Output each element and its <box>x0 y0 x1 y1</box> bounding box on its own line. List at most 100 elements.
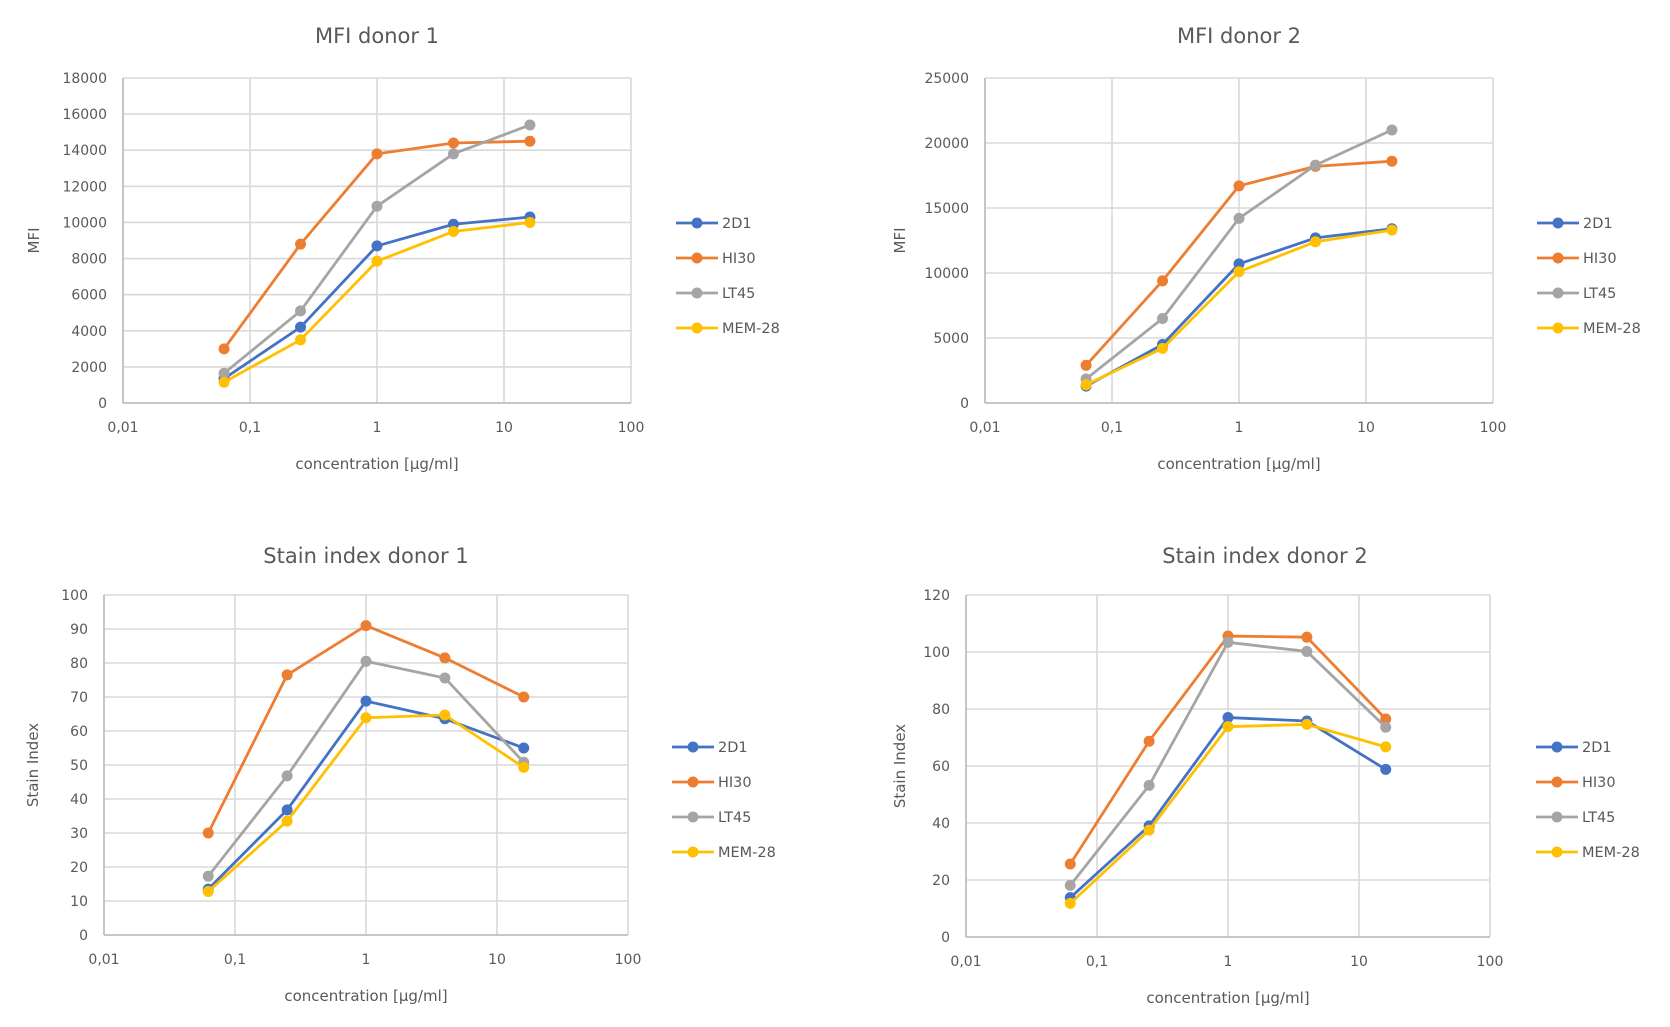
x-tick-label: 1 <box>1235 420 1244 436</box>
y-tick-label: 0 <box>941 930 950 946</box>
y-tick-label: 60 <box>932 759 950 775</box>
legend-marker-icon <box>691 322 703 334</box>
series-mem-28 <box>218 216 536 388</box>
data-point <box>360 620 372 632</box>
legend-marker-icon <box>687 811 699 823</box>
legend-item: MEM-28 <box>676 321 780 337</box>
y-tick-label: 10 <box>70 894 88 910</box>
y-tick-label: 80 <box>70 656 88 672</box>
x-tick-label: 0,01 <box>88 952 119 968</box>
legend-item: LT45 <box>1536 810 1615 826</box>
y-tick-label: 20 <box>932 873 950 889</box>
y-tick-label: 70 <box>70 690 88 706</box>
data-point <box>371 255 383 267</box>
legend-marker-icon <box>1552 217 1564 229</box>
data-point <box>1222 721 1234 733</box>
series-mem-28 <box>1064 718 1392 909</box>
data-point <box>1380 713 1392 725</box>
legend-item: 2D1 <box>676 216 752 232</box>
legend-label: HI30 <box>1583 251 1617 267</box>
x-tick-label: 1 <box>373 420 382 436</box>
x-tick-label: 100 <box>1477 954 1504 970</box>
y-tick-label: 0 <box>960 396 969 412</box>
data-point <box>1233 258 1245 270</box>
chart-title: MFI donor 1 <box>315 24 439 48</box>
legend-label: MEM-28 <box>1583 321 1641 337</box>
legend-item: 2D1 <box>1537 216 1613 232</box>
data-point <box>439 672 451 684</box>
legend-item: HI30 <box>1536 775 1616 791</box>
y-tick-label: 100 <box>923 645 950 661</box>
legend-item: LT45 <box>672 810 751 826</box>
series-hi30 <box>218 135 536 355</box>
legend-label: LT45 <box>718 810 751 826</box>
data-point <box>1157 313 1169 324</box>
y-tick-label: 60 <box>70 724 88 740</box>
y-tick-label: 8000 <box>71 252 107 268</box>
legend-item: 2D1 <box>1536 740 1612 756</box>
legend-item: LT45 <box>1537 286 1616 302</box>
legend-marker-icon <box>1552 322 1564 334</box>
x-tick-label: 0,01 <box>950 954 981 970</box>
data-point <box>1301 631 1313 643</box>
legend-item: HI30 <box>676 251 756 267</box>
series-mem-28 <box>202 709 530 897</box>
y-axis-label: MFI <box>891 228 909 254</box>
data-point <box>518 742 530 754</box>
data-point <box>295 321 307 333</box>
data-point <box>218 343 230 355</box>
data-point <box>1080 359 1092 371</box>
x-axis-label: concentration [µg/ml] <box>295 455 458 473</box>
data-point <box>295 334 307 346</box>
legend-marker-icon <box>691 287 703 299</box>
legend-label: HI30 <box>722 251 756 267</box>
chart-title: MFI donor 2 <box>1177 24 1301 48</box>
y-tick-label: 10000 <box>62 215 107 231</box>
x-axis-label: concentration [µg/ml] <box>1146 989 1309 1007</box>
y-tick-label: 16000 <box>62 107 107 123</box>
series-lt45 <box>1064 636 1392 891</box>
data-point <box>1143 779 1155 791</box>
y-tick-label: 0 <box>79 928 88 944</box>
legend-item: 2D1 <box>672 740 748 756</box>
y-axis-label: MFI <box>25 228 43 254</box>
data-point <box>439 652 451 664</box>
x-tick-label: 10 <box>1357 420 1375 436</box>
legend-marker-icon <box>1551 811 1563 823</box>
data-point <box>1080 379 1092 391</box>
data-point <box>1157 275 1169 287</box>
legend-label: HI30 <box>1582 775 1616 791</box>
data-point <box>1386 124 1398 136</box>
data-point <box>360 655 372 667</box>
y-tick-label: 6000 <box>71 288 107 304</box>
data-point <box>524 216 536 228</box>
data-point <box>360 712 372 724</box>
y-tick-label: 12000 <box>62 179 107 195</box>
legend-label: 2D1 <box>1582 740 1612 756</box>
x-tick-label: 0,1 <box>1101 420 1123 436</box>
x-tick-label: 10 <box>495 420 513 436</box>
data-point <box>1064 897 1076 909</box>
y-tick-label: 40 <box>70 792 88 808</box>
data-point <box>295 305 307 317</box>
data-point <box>281 815 293 827</box>
legend-marker-icon <box>1551 846 1563 858</box>
y-tick-label: 90 <box>70 622 88 638</box>
stain-index-donor-1-chart: Stain index donor 1010203040506070809010… <box>24 544 776 1005</box>
data-point <box>1064 879 1076 891</box>
data-point <box>1386 224 1398 236</box>
y-tick-label: 2000 <box>71 360 107 376</box>
data-point <box>447 148 459 160</box>
x-tick-label: 0,1 <box>224 952 246 968</box>
x-tick-label: 0,1 <box>1086 954 1108 970</box>
y-tick-label: 25000 <box>924 71 969 87</box>
legend-marker-icon <box>687 776 699 788</box>
legend-label: MEM-28 <box>722 321 780 337</box>
y-tick-label: 120 <box>923 588 950 604</box>
y-tick-label: 14000 <box>62 143 107 159</box>
legend-marker-icon <box>1552 287 1564 299</box>
x-tick-label: 100 <box>615 952 642 968</box>
data-point <box>1233 212 1245 224</box>
y-tick-label: 30 <box>70 826 88 842</box>
